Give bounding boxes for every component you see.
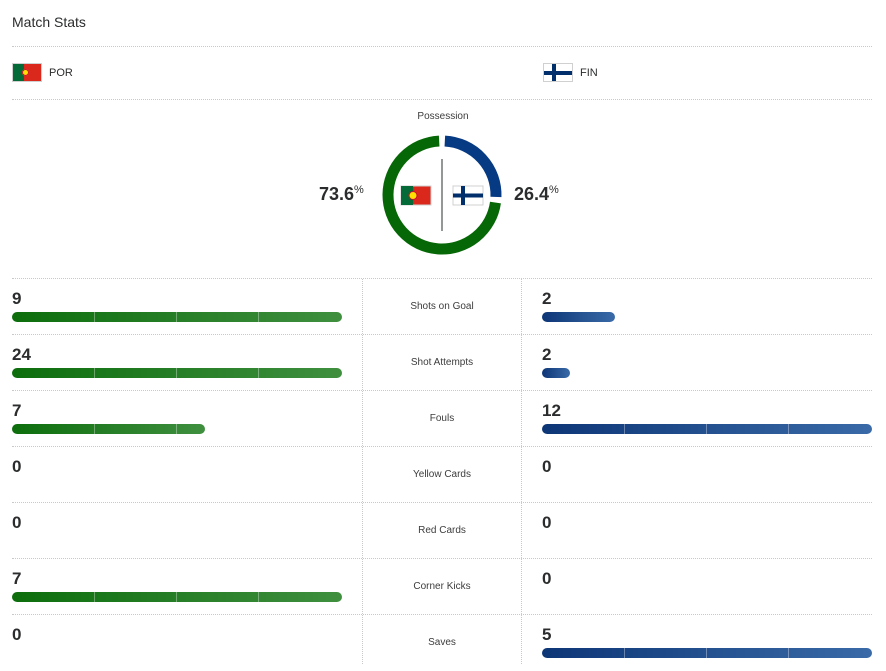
stat-label: Fouls [429,413,455,424]
home-stat-bar [12,312,342,322]
home-stat-value: 9 [12,289,22,308]
stat-label: Red Cards [418,525,466,536]
stat-label: Saves [428,637,456,648]
away-stat-bar [542,312,615,322]
stat-label: Shot Attempts [410,357,474,368]
away-stat-value: 0 [542,513,552,532]
away-stat-value: 2 [542,289,552,308]
divider [12,390,872,391]
possession-home-value: 73.6% [319,184,364,204]
divider [12,46,872,47]
stat-row: 7 Corner Kicks 0 [0,559,886,615]
stat-label: Corner Kicks [413,581,471,592]
away-stat-bar [542,424,872,434]
home-team-abbr: POR [49,66,73,79]
divider [12,446,872,447]
portugal-flag-icon [400,185,432,206]
away-stat-value: 0 [542,457,552,476]
stat-row: 24 Shot Attempts 2 [0,335,886,391]
possession-label: Possession [417,111,469,122]
home-stat-value: 7 [12,401,22,420]
away-stat-value: 12 [542,401,561,420]
possession-donut-chart [382,135,502,255]
divider [12,99,872,100]
stat-row: 7 Fouls 12 [0,391,886,447]
stat-row: 0 Red Cards 0 [0,503,886,559]
page-title: Match Stats [12,14,86,30]
home-stat-value: 0 [12,513,22,532]
divider [12,558,872,559]
away-stat-value: 5 [542,625,552,644]
home-stat-bar [12,592,342,602]
home-stat-value: 24 [12,345,31,364]
home-stat-bar [12,368,342,378]
column-divider [521,279,522,664]
possession-away-arc [444,135,502,198]
away-stat-value: 2 [542,345,552,364]
home-stat-value: 7 [12,569,22,588]
possession-home-arc [382,135,501,255]
divider [12,334,872,335]
portugal-flag-icon [12,63,42,82]
divider [12,278,872,279]
stat-row: 0 Saves 5 [0,615,886,671]
away-stat-bar [542,648,872,658]
home-stat-bar [12,424,205,434]
home-team: POR [12,63,73,82]
home-stat-value: 0 [12,625,22,644]
away-stat-value: 0 [542,569,552,588]
away-stat-bar [542,368,570,378]
finland-flag-icon [543,63,573,82]
finland-flag-icon [452,185,484,206]
stat-label: Yellow Cards [413,469,471,480]
column-divider [362,279,363,664]
away-team-abbr: FIN [580,66,598,79]
divider [12,614,872,615]
away-team: FIN [543,63,598,82]
stat-label: Shots on Goal [410,301,474,312]
stat-row: 0 Yellow Cards 0 [0,447,886,503]
possession-away-value: 26.4% [514,184,559,204]
home-stat-value: 0 [12,457,22,476]
stat-row: 9 Shots on Goal 2 [0,279,886,335]
divider [12,502,872,503]
